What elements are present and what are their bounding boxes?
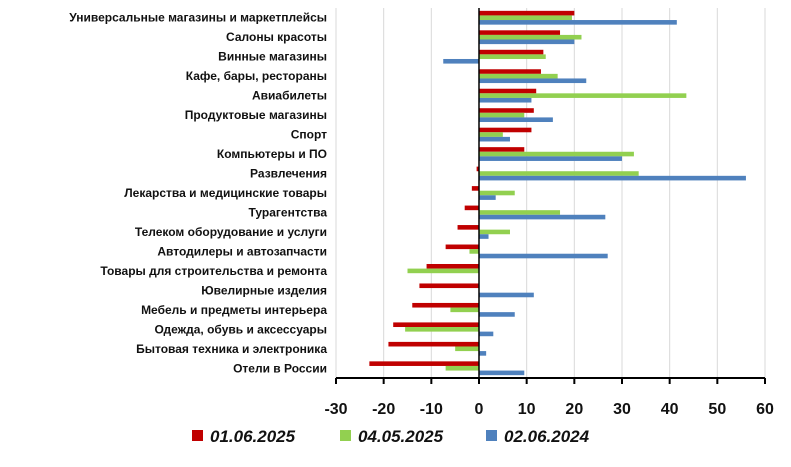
bar <box>426 263 479 269</box>
legend-label: 02.06.2024 <box>504 427 590 446</box>
bar <box>469 249 479 254</box>
bar <box>479 20 677 25</box>
bar <box>455 346 479 352</box>
category-label: Отели в России <box>233 361 327 375</box>
bar <box>479 292 534 298</box>
bar <box>479 210 561 215</box>
category-label: Компьютеры и ПО <box>217 147 327 161</box>
bar <box>479 190 515 196</box>
bar-area <box>369 10 746 376</box>
bar <box>393 322 479 328</box>
bar <box>479 136 510 142</box>
bar <box>479 73 558 79</box>
category-label: Ювелирные изделия <box>201 283 327 297</box>
x-tick-label: 60 <box>756 401 774 418</box>
bar <box>388 341 479 347</box>
bar <box>479 312 515 317</box>
bar <box>479 234 489 239</box>
x-tick-label: 40 <box>661 401 679 418</box>
bar <box>479 49 544 55</box>
x-tick-label: -20 <box>372 401 395 418</box>
legend-swatch <box>192 430 203 441</box>
bar <box>479 108 534 113</box>
legend-label: 04.05.2025 <box>358 427 444 446</box>
bar <box>476 166 479 172</box>
bar <box>479 127 532 133</box>
category-label: Телеком оборудование и услуги <box>135 225 327 239</box>
bar <box>369 361 479 366</box>
category-label: Продуктовые магазины <box>185 108 327 122</box>
legend-label: 01.06.2025 <box>210 427 296 446</box>
x-tick-label: -10 <box>420 401 443 418</box>
bar <box>405 327 479 332</box>
category-label: Бытовая техника и электроника <box>136 342 327 356</box>
bar <box>450 307 479 313</box>
bar <box>419 283 479 289</box>
bar <box>443 58 479 64</box>
axes <box>335 8 766 384</box>
bar <box>479 112 525 118</box>
bar <box>479 117 553 123</box>
bar <box>479 156 622 161</box>
category-label: Спорт <box>291 128 327 142</box>
category-label: Автодилеры и автозапчасти <box>157 244 327 258</box>
bar <box>407 268 479 274</box>
category-label: Одежда, обувь и аксессуары <box>154 322 327 336</box>
bar <box>412 302 479 308</box>
legend-swatch <box>486 430 497 441</box>
bar <box>479 370 525 376</box>
bar <box>479 229 510 235</box>
category-label: Мебель и предметы интерьера <box>141 303 327 317</box>
bar <box>479 30 561 35</box>
x-tick-label: 10 <box>518 401 536 418</box>
category-label: Универсальные магазины и маркетплейсы <box>69 11 327 25</box>
category-label: Турагентства <box>249 205 328 219</box>
x-tick-labels: -30 -20 -10 0 10 20 30 40 50 60 <box>324 401 774 418</box>
bar <box>479 78 587 84</box>
category-label: Развлечения <box>250 167 327 181</box>
x-tick-label: 0 <box>475 401 484 418</box>
bar <box>479 93 687 98</box>
bar <box>479 15 572 21</box>
x-tick-label: 50 <box>708 401 726 418</box>
category-label: Лекарства и медицинские товары <box>124 186 327 200</box>
bar <box>471 186 479 191</box>
bar <box>479 88 537 94</box>
bar <box>479 132 503 137</box>
category-labels: Универсальные магазины и маркетплейсы Сал… <box>69 11 327 376</box>
bar <box>479 69 541 74</box>
x-tick-label: 30 <box>613 401 631 418</box>
bar <box>479 331 494 337</box>
bar <box>445 365 479 371</box>
bar <box>479 195 496 200</box>
category-label: Авиабилеты <box>252 89 327 103</box>
bar <box>479 34 582 40</box>
bar <box>479 97 532 103</box>
bar <box>479 10 575 16</box>
bar <box>479 54 546 59</box>
x-tick-label: 20 <box>565 401 583 418</box>
bar <box>479 175 746 181</box>
bar <box>479 147 525 152</box>
bar <box>479 39 575 45</box>
legend: 01.06.2025 04.05.2025 02.06.2024 <box>192 427 590 446</box>
bar <box>479 214 606 220</box>
bar <box>479 171 639 176</box>
category-label: Товары для строительства и ремонта <box>100 264 327 278</box>
bar <box>464 205 479 211</box>
bar <box>479 253 608 259</box>
x-tick-label: -30 <box>324 401 347 418</box>
bar <box>445 244 479 250</box>
bar <box>479 351 487 356</box>
bar <box>479 151 634 157</box>
legend-swatch <box>340 430 351 441</box>
category-label: Салоны красоты <box>226 30 327 44</box>
category-label: Кафе, бары, рестораны <box>186 69 327 83</box>
bar <box>457 225 479 230</box>
category-label: Винные магазины <box>218 50 327 64</box>
